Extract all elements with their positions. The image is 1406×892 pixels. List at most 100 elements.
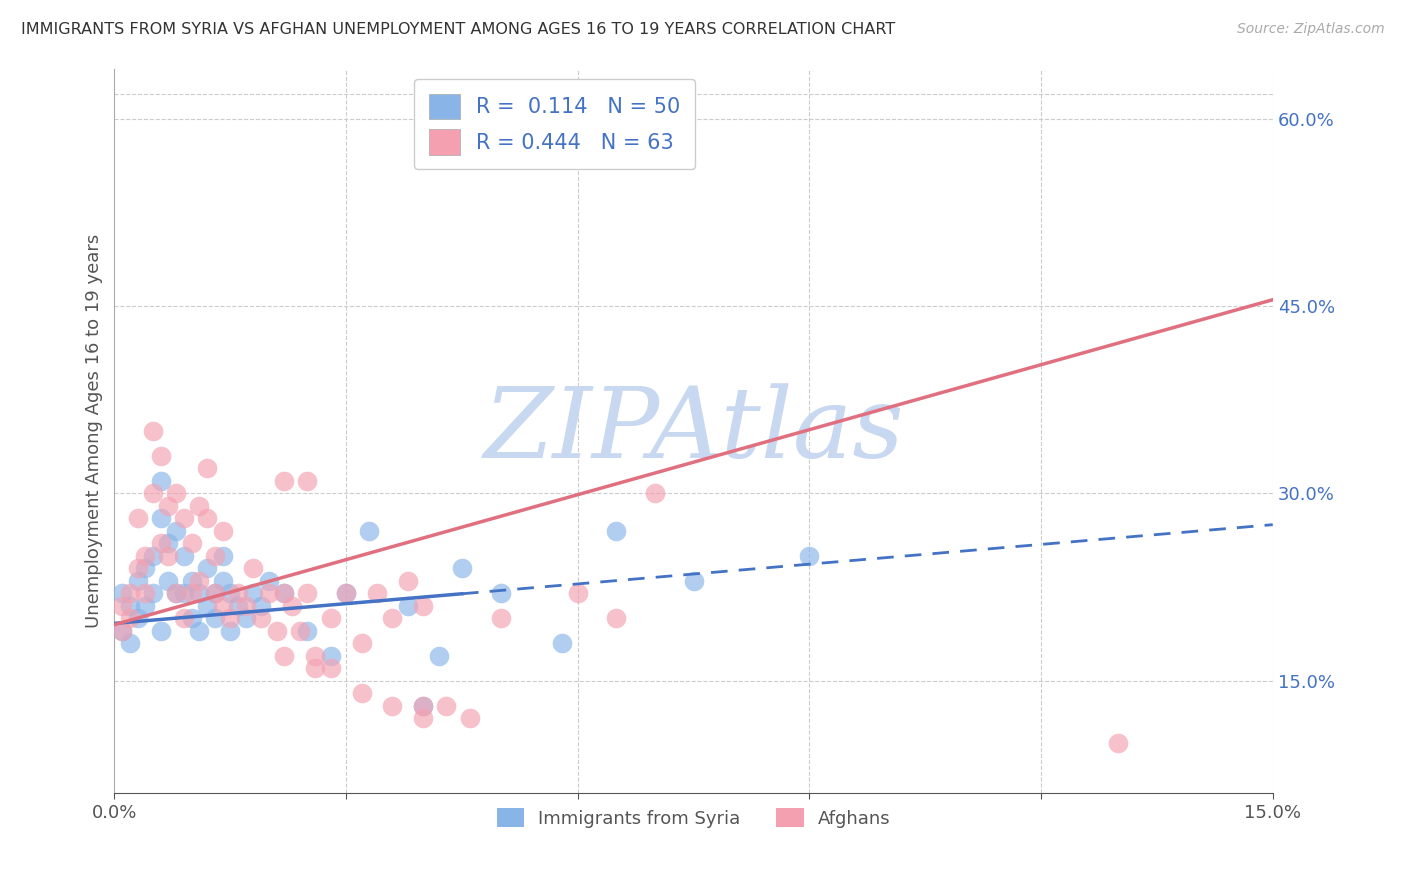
Point xyxy=(396,574,419,588)
Point xyxy=(211,574,233,588)
Point xyxy=(127,611,149,625)
Text: Source: ZipAtlas.com: Source: ZipAtlas.com xyxy=(1237,22,1385,37)
Point xyxy=(157,536,180,550)
Point xyxy=(219,586,242,600)
Point xyxy=(204,586,226,600)
Point xyxy=(257,586,280,600)
Point xyxy=(173,511,195,525)
Point xyxy=(180,574,202,588)
Point xyxy=(134,561,156,575)
Point xyxy=(204,549,226,563)
Point xyxy=(412,711,434,725)
Point xyxy=(134,599,156,613)
Point xyxy=(180,536,202,550)
Point xyxy=(111,624,134,638)
Point xyxy=(304,648,326,663)
Point xyxy=(489,611,512,625)
Point xyxy=(142,424,165,438)
Point xyxy=(319,648,342,663)
Point xyxy=(149,536,172,550)
Point xyxy=(195,461,218,475)
Point xyxy=(1107,736,1129,750)
Y-axis label: Unemployment Among Ages 16 to 19 years: Unemployment Among Ages 16 to 19 years xyxy=(86,234,103,628)
Point xyxy=(273,586,295,600)
Point xyxy=(412,599,434,613)
Point xyxy=(165,524,187,538)
Point xyxy=(134,549,156,563)
Point xyxy=(157,499,180,513)
Point xyxy=(118,611,141,625)
Point xyxy=(567,586,589,600)
Text: ZIPAtlas: ZIPAtlas xyxy=(484,384,904,479)
Point xyxy=(118,636,141,650)
Point xyxy=(111,599,134,613)
Point xyxy=(235,611,257,625)
Point xyxy=(319,661,342,675)
Point xyxy=(288,624,311,638)
Point xyxy=(381,611,404,625)
Point xyxy=(173,586,195,600)
Point xyxy=(799,549,821,563)
Point xyxy=(605,524,627,538)
Point xyxy=(134,586,156,600)
Point xyxy=(111,624,134,638)
Point xyxy=(219,611,242,625)
Point xyxy=(427,648,450,663)
Point xyxy=(297,474,319,488)
Legend: Immigrants from Syria, Afghans: Immigrants from Syria, Afghans xyxy=(489,801,898,835)
Point xyxy=(180,586,202,600)
Point xyxy=(281,599,304,613)
Point xyxy=(644,486,666,500)
Point xyxy=(127,511,149,525)
Point xyxy=(173,611,195,625)
Point xyxy=(188,574,211,588)
Point xyxy=(273,474,295,488)
Point xyxy=(149,624,172,638)
Point xyxy=(195,599,218,613)
Point xyxy=(127,574,149,588)
Point xyxy=(436,698,458,713)
Point xyxy=(211,599,233,613)
Point xyxy=(188,624,211,638)
Point xyxy=(157,574,180,588)
Point xyxy=(366,586,388,600)
Point xyxy=(381,698,404,713)
Point xyxy=(188,499,211,513)
Point xyxy=(335,586,357,600)
Point xyxy=(188,586,211,600)
Text: IMMIGRANTS FROM SYRIA VS AFGHAN UNEMPLOYMENT AMONG AGES 16 TO 19 YEARS CORRELATI: IMMIGRANTS FROM SYRIA VS AFGHAN UNEMPLOY… xyxy=(21,22,896,37)
Point xyxy=(111,586,134,600)
Point xyxy=(458,711,481,725)
Point xyxy=(195,511,218,525)
Point xyxy=(149,449,172,463)
Point xyxy=(350,636,373,650)
Point xyxy=(142,549,165,563)
Point xyxy=(257,574,280,588)
Point xyxy=(195,561,218,575)
Point xyxy=(412,698,434,713)
Point xyxy=(204,611,226,625)
Point xyxy=(605,611,627,625)
Point xyxy=(226,586,249,600)
Point xyxy=(551,636,574,650)
Point xyxy=(266,624,288,638)
Point xyxy=(219,624,242,638)
Point xyxy=(226,599,249,613)
Point xyxy=(335,586,357,600)
Point xyxy=(180,611,202,625)
Point xyxy=(451,561,474,575)
Point xyxy=(165,586,187,600)
Point xyxy=(304,661,326,675)
Point xyxy=(250,599,273,613)
Point xyxy=(211,549,233,563)
Point xyxy=(118,586,141,600)
Point xyxy=(142,586,165,600)
Point xyxy=(211,524,233,538)
Point xyxy=(118,599,141,613)
Point xyxy=(273,586,295,600)
Point xyxy=(149,474,172,488)
Point xyxy=(359,524,381,538)
Point xyxy=(412,698,434,713)
Point xyxy=(149,511,172,525)
Point xyxy=(297,586,319,600)
